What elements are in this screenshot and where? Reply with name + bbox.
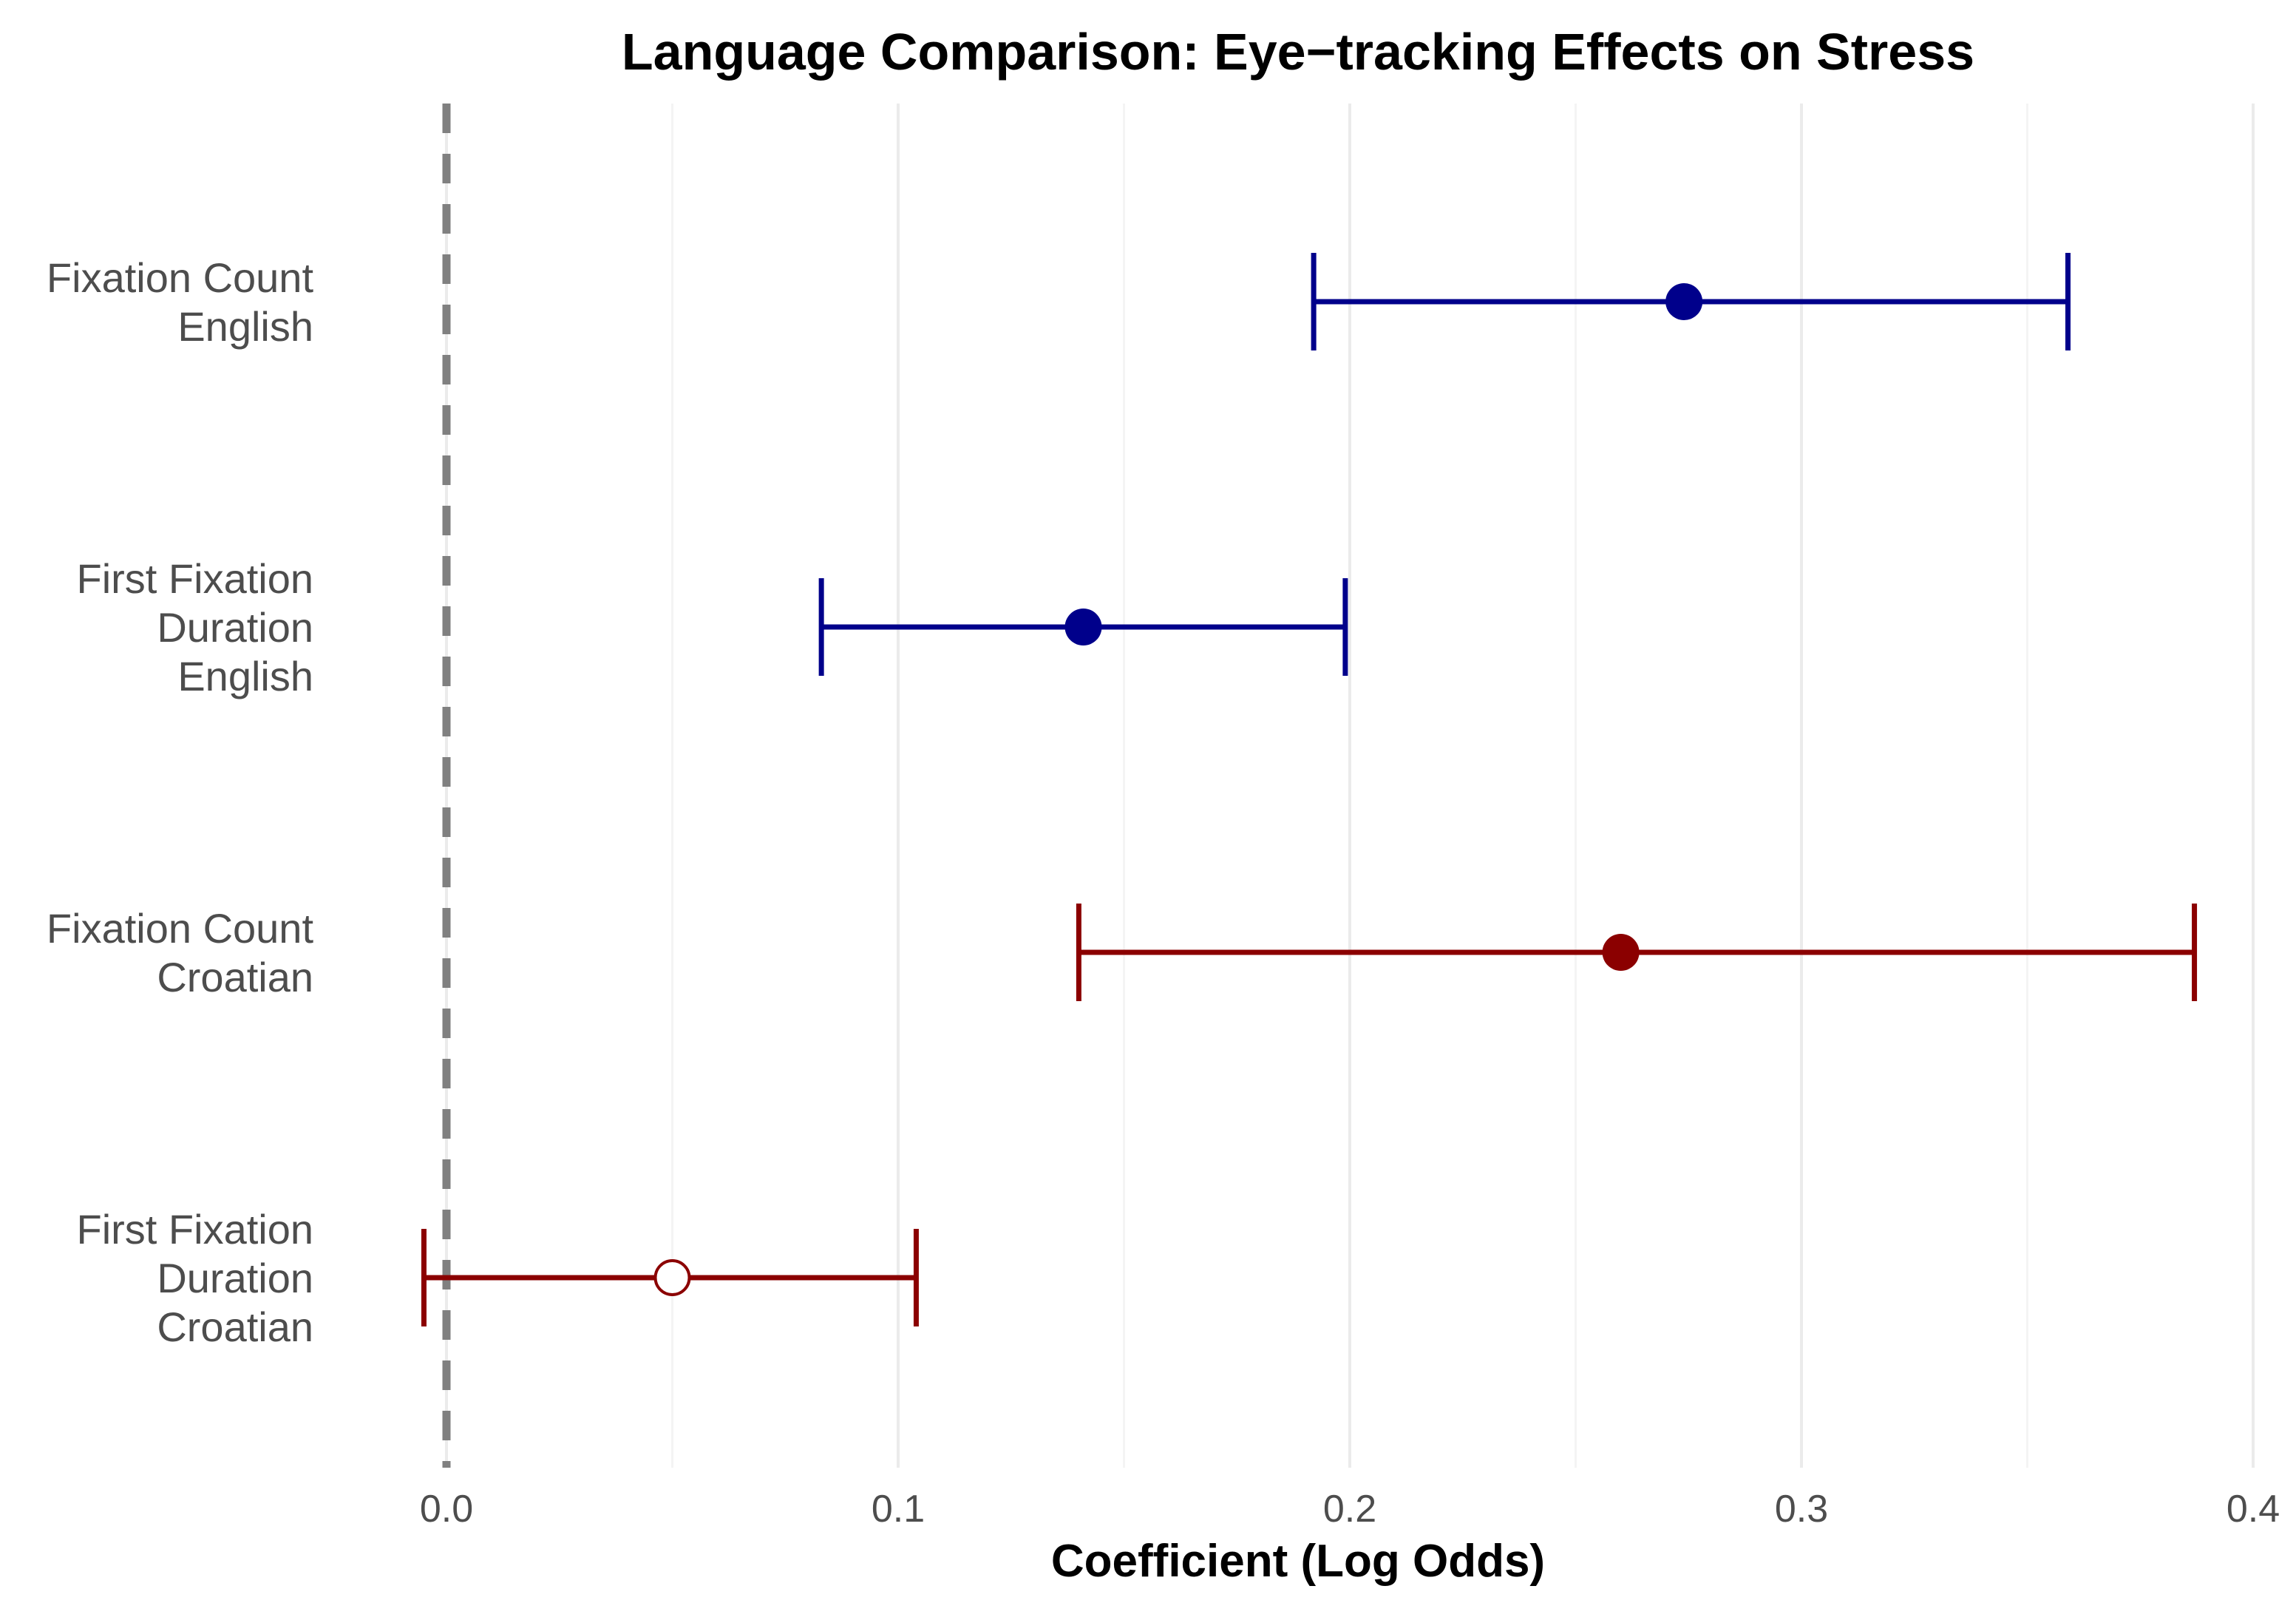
category-label-line: Duration <box>157 604 313 651</box>
point-estimate <box>1602 934 1640 971</box>
error-bar-marks <box>421 253 2198 1326</box>
category-label-line: Fixation Count <box>47 254 314 301</box>
point-estimate <box>1665 283 1703 320</box>
x-tick-label: 0.1 <box>872 1488 925 1531</box>
gridlines <box>445 104 2255 1468</box>
category-label-line: Croatian <box>157 954 313 1000</box>
x-tick-label: 0.3 <box>1775 1488 1828 1531</box>
category-label-line: Croatian <box>157 1304 313 1350</box>
category-label-line: English <box>177 653 313 699</box>
point-estimate-open <box>653 1259 691 1296</box>
category-label-line: First Fixation <box>77 1206 314 1253</box>
x-tick-labels: 0.0 0.1 0.2 0.3 0.4 <box>420 1488 2280 1531</box>
category-label: Fixation Count Croatian <box>47 905 314 1000</box>
x-tick-label: 0.2 <box>1323 1488 1376 1531</box>
point-estimate <box>1064 609 1102 645</box>
category-label-line: First Fixation <box>77 555 314 602</box>
category-label: First Fixation Duration Croatian <box>77 1206 314 1350</box>
x-axis-title: Coefficient (Log Odds) <box>1051 1536 1545 1587</box>
category-label-line: Fixation Count <box>47 905 314 952</box>
coef-row-1 <box>1311 253 2071 350</box>
chart-title: Language Comparison: Eye−tracking Effect… <box>622 23 1974 81</box>
coef-row-2 <box>818 578 1348 676</box>
coef-row-3 <box>1076 904 2198 1001</box>
x-tick-label: 0.0 <box>420 1488 473 1531</box>
category-label-line: Duration <box>157 1255 313 1301</box>
category-label: First Fixation Duration English <box>77 555 314 699</box>
x-tick-label: 0.4 <box>2227 1488 2280 1531</box>
category-label: Fixation Count English <box>47 254 314 350</box>
category-label-line: English <box>177 303 313 350</box>
coef-row-4 <box>421 1229 919 1326</box>
